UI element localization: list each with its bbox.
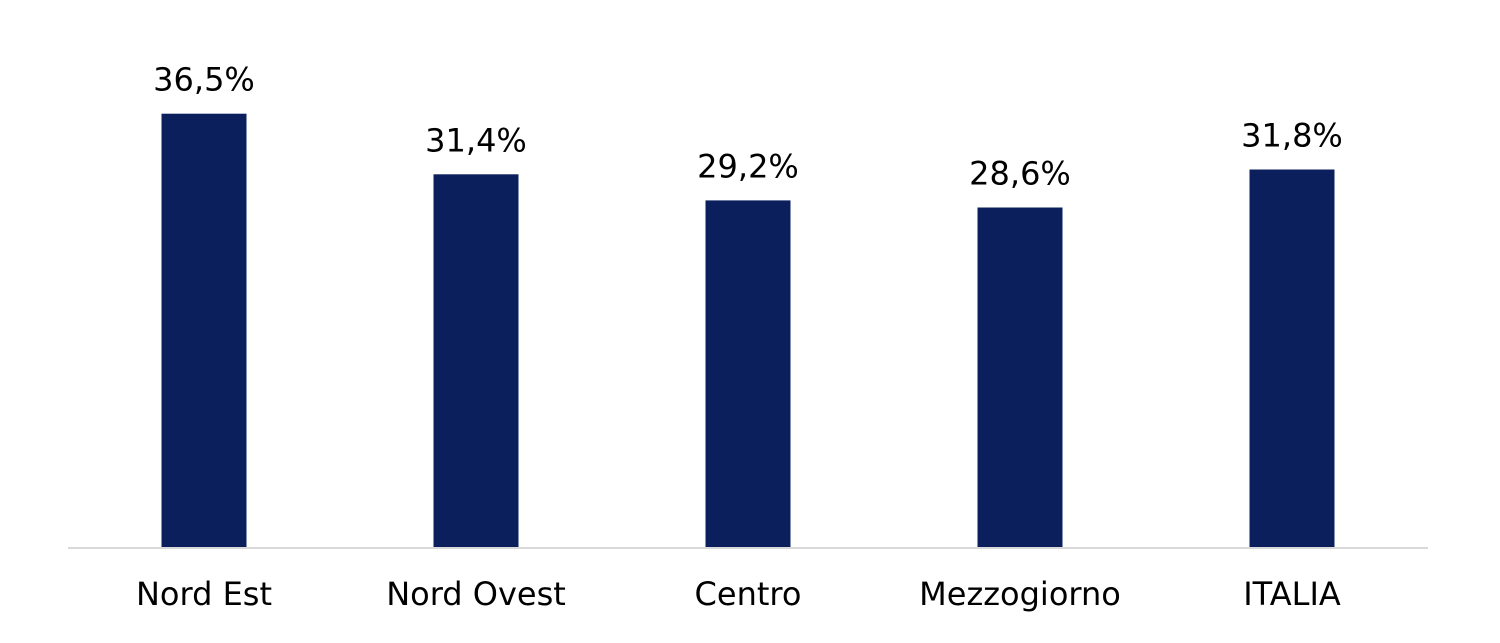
category-labels-group: Nord Est Nord Ovest Centro Mezzogiorno ITALI… xyxy=(136,575,1341,613)
data-labels-group: 36,5% 31,4% 29,2% 28,6% 31,8% xyxy=(153,61,1343,193)
category-label-italia: ITALIA xyxy=(1243,575,1341,613)
data-label-centro: 29,2% xyxy=(697,147,799,185)
data-label-mezzogiorno: 28,6% xyxy=(969,155,1071,193)
bar-centro xyxy=(705,200,791,547)
category-label-centro: Centro xyxy=(695,575,802,613)
category-label-nord-ovest: Nord Ovest xyxy=(386,575,566,613)
bar-nord-ovest xyxy=(433,174,519,548)
data-label-nord-ovest: 31,4% xyxy=(425,121,527,159)
category-label-mezzogiorno: Mezzogiorno xyxy=(919,575,1121,613)
data-label-nord-est: 36,5% xyxy=(153,61,255,99)
category-label-nord-est: Nord Est xyxy=(136,575,272,613)
bars-group xyxy=(161,113,1335,548)
bar-mezzogiorno xyxy=(977,207,1063,547)
bar-italia xyxy=(1249,169,1335,547)
data-label-italia: 31,8% xyxy=(1241,117,1343,155)
bar-nord-est xyxy=(161,113,247,547)
